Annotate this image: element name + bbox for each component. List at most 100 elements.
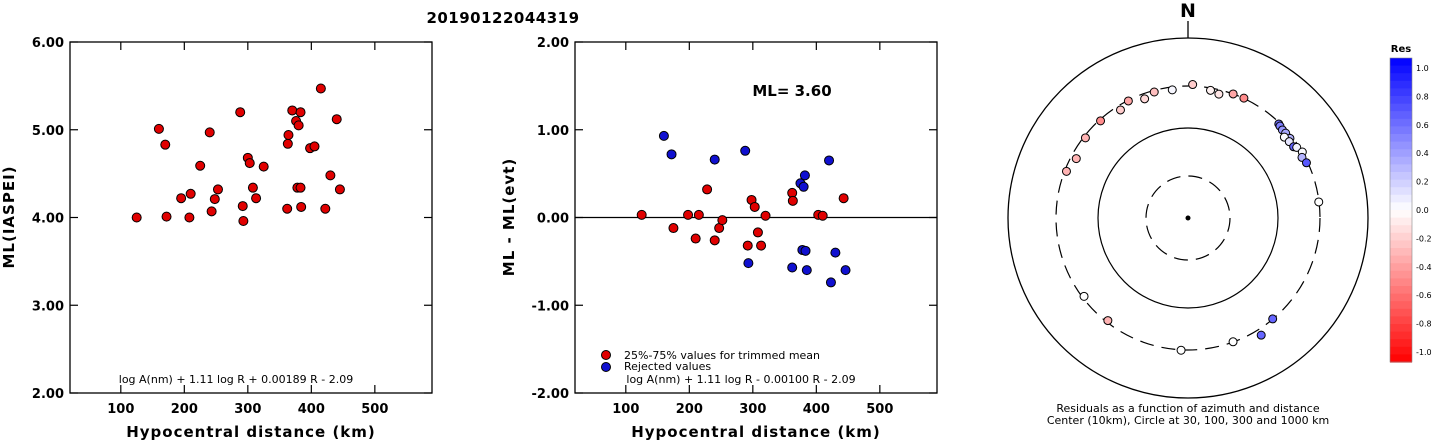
residual-y-tick-label: -1.00 <box>532 299 569 314</box>
trimmed-residual-point <box>693 209 704 220</box>
ml-y-tick-label: 3.00 <box>32 299 64 314</box>
station-ml-point <box>283 130 294 141</box>
station-residual-point <box>1176 345 1186 355</box>
residual-x-tick-label: 500 <box>866 402 893 417</box>
rejected-residual-point <box>666 149 677 160</box>
station-ml-point <box>309 141 320 152</box>
colorbar-cell <box>1390 164 1412 173</box>
trimmed-residual-point <box>817 210 828 221</box>
station-residual-point <box>1256 330 1266 340</box>
figure-title: 20190122044319 <box>426 9 579 27</box>
polar-caption-line2: Center (10km), Circle at 30, 100, 300 an… <box>1047 414 1329 427</box>
station-residual-point <box>1206 85 1216 95</box>
station-ml-point <box>185 188 196 199</box>
colorbar-cell <box>1390 118 1412 127</box>
event-magnitude-label: ML= 3.60 <box>752 82 831 100</box>
colorbar-tick-label: 0.0 <box>1416 206 1429 215</box>
station-residual-point <box>1071 154 1081 164</box>
rejected-residual-point <box>787 262 798 273</box>
ml-x-tick-label: 200 <box>171 402 198 417</box>
colorbar-cell <box>1390 301 1412 310</box>
trimmed-residual-point <box>702 184 713 195</box>
ml-x-tick-label: 100 <box>107 402 134 417</box>
station-ml-point <box>209 194 220 205</box>
center-dot <box>1185 215 1191 221</box>
station-ml-point <box>258 161 269 172</box>
colorbar-tick-label: -1.0 <box>1416 348 1432 357</box>
colorbar-tick-label: 0.2 <box>1416 178 1429 187</box>
colorbar-cell <box>1390 263 1412 272</box>
ml-x-tick-label: 300 <box>234 402 261 417</box>
station-ml-point <box>160 139 171 150</box>
ring-30km <box>1145 175 1231 261</box>
colorbar-cell <box>1390 210 1412 219</box>
station-residual-point <box>1096 116 1106 126</box>
colorbar-tick-label: 0.4 <box>1416 149 1429 158</box>
station-ml-point <box>251 193 262 204</box>
rejected-residual-point <box>798 181 809 192</box>
ring-1000km <box>1007 37 1369 399</box>
colorbar-cell <box>1390 179 1412 188</box>
station-ml-point <box>238 216 249 227</box>
colorbar-cell <box>1390 194 1412 203</box>
colorbar-frame <box>1389 57 1413 363</box>
rejected-residual-point <box>658 130 669 141</box>
trimmed-residual-point <box>749 201 760 212</box>
station-ml-point <box>287 105 298 116</box>
station-residual-point <box>1103 316 1113 326</box>
rejected-residual-point <box>743 258 754 269</box>
ml-y-tick-label: 6.00 <box>32 36 64 51</box>
station-residual-point <box>1115 105 1125 115</box>
station-ml-point <box>244 158 255 169</box>
azimuth-panel: N Residuals as a function of azimuth and… <box>1007 0 1369 427</box>
colorbar-cell <box>1390 346 1412 355</box>
trimmed-residual-point <box>668 223 679 234</box>
station-ml-point <box>131 212 142 223</box>
station-ml-point <box>206 206 217 217</box>
polar-caption-line1: Residuals as a function of azimuth and d… <box>1056 402 1319 415</box>
station-ml-point <box>161 211 172 222</box>
ml-x-tick-label: 500 <box>361 402 388 417</box>
ml-y-tick-label: 2.00 <box>32 387 64 402</box>
colorbar-tick-label: -0.6 <box>1416 291 1432 300</box>
colorbar-cell <box>1390 141 1412 150</box>
residual-x-tick-label: 100 <box>612 402 639 417</box>
residual-y-tick-label: -2.00 <box>532 387 569 402</box>
station-residual-point <box>1301 158 1311 168</box>
station-ml-point <box>295 182 306 193</box>
colorbar-cell <box>1390 172 1412 181</box>
colorbar-cell <box>1390 156 1412 165</box>
ml-y-tick-label: 4.00 <box>32 212 64 227</box>
colorbar-cell <box>1390 65 1412 74</box>
rejected-residual-point <box>800 245 811 256</box>
residual-x-tick-label: 400 <box>803 402 830 417</box>
colorbar-tick-label: 0.6 <box>1416 121 1429 130</box>
station-ml-point <box>331 114 342 125</box>
station-ml-point <box>293 120 304 131</box>
station-residual-point <box>1079 291 1089 301</box>
residual-y-tick-label: 0.00 <box>537 212 569 227</box>
station-ml-point <box>295 107 306 118</box>
station-residual-point <box>1123 96 1133 106</box>
colorbar-cell <box>1390 324 1412 333</box>
station-ml-point <box>204 127 215 138</box>
station-residual-point <box>1314 197 1324 207</box>
colorbar-cell <box>1390 111 1412 120</box>
legend-label-trimmed: 25%-75% values for trimmed mean <box>624 349 820 362</box>
station-residual-point <box>1167 85 1177 95</box>
colorbar-cell <box>1390 248 1412 257</box>
colorbar-tick-label: -0.8 <box>1416 320 1432 329</box>
colorbar-cell <box>1390 202 1412 211</box>
ml-y-tick-label: 5.00 <box>32 124 64 139</box>
colorbar-cell <box>1390 73 1412 82</box>
station-ml-point <box>176 193 187 204</box>
colorbar-cell <box>1390 187 1412 196</box>
ml-distance-panel: 2.00 3.00 4.00 5.00 6.00 100 200 300 400 500 log… <box>0 36 433 441</box>
rejected-residual-point <box>709 154 720 165</box>
trimmed-residual-point <box>752 227 763 238</box>
trimmed-residual-point <box>756 240 767 251</box>
station-ml-point <box>184 212 195 223</box>
residual-colorbar: Res 1.0 0.8 0.6 0.4 0.2 0.0 -0.2 -0.4 -0.6 -0.8 -1… <box>1389 44 1432 363</box>
colorbar-cell <box>1390 339 1412 348</box>
